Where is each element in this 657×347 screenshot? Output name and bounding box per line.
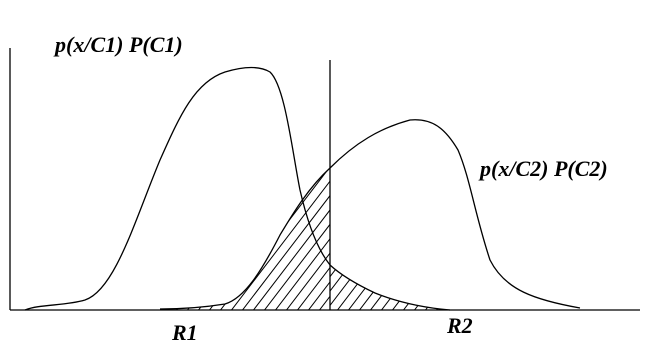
- hatch-line: [160, 168, 251, 310]
- region2-label: R2: [446, 313, 473, 338]
- overlap-hatch-left: [160, 168, 330, 310]
- hatch-line: [262, 168, 330, 310]
- hatch-line: [196, 168, 328, 310]
- hatch-line: [306, 168, 330, 310]
- hatch-line: [240, 168, 330, 310]
- hatch-line: [330, 265, 412, 310]
- hatch-line: [284, 168, 330, 310]
- class1-label: p(x/C1) P(C1): [53, 32, 183, 57]
- hatch-line: [330, 265, 401, 310]
- class2-density-curve: [159, 119, 581, 310]
- hatch-line: [160, 168, 284, 310]
- hatch-line: [330, 265, 434, 310]
- hatch-line: [207, 168, 330, 310]
- hatch-line: [229, 168, 330, 310]
- hatch-line: [346, 265, 440, 310]
- hatch-line: [330, 265, 440, 310]
- hatch-line: [295, 168, 330, 310]
- class1-density-curve: [24, 66, 451, 311]
- hatch-line: [335, 265, 440, 310]
- hatch-line: [330, 265, 440, 310]
- hatch-line: [357, 265, 440, 310]
- region1-label: R1: [171, 320, 198, 345]
- hatch-line: [317, 168, 330, 310]
- hatch-line: [330, 265, 423, 310]
- hatch-line: [251, 168, 330, 310]
- hatch-line: [163, 168, 295, 310]
- hatch-line: [160, 168, 262, 310]
- hatch-line: [160, 168, 273, 310]
- hatch-line: [273, 168, 330, 310]
- class2-label: p(x/C2) P(C2): [478, 156, 608, 181]
- hatch-line: [328, 168, 330, 310]
